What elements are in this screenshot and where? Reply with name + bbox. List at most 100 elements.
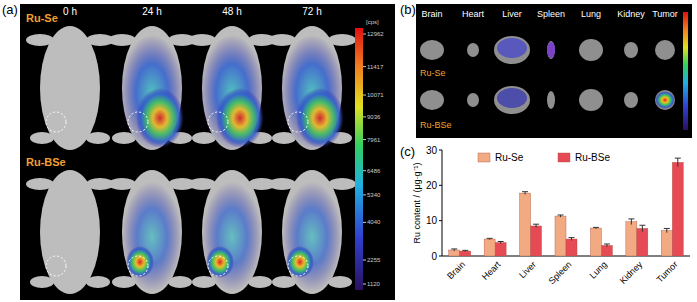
organ xyxy=(579,89,603,111)
panel-label: (c) xyxy=(400,144,415,159)
error-bar xyxy=(675,158,681,166)
colorbar-tick xyxy=(363,284,366,285)
colorbar xyxy=(683,12,688,130)
error-bar xyxy=(487,238,493,239)
organ xyxy=(420,90,444,110)
organ xyxy=(547,91,555,109)
mouse xyxy=(26,26,114,150)
legend-swatch xyxy=(558,153,570,162)
error-cap xyxy=(462,250,468,251)
bars xyxy=(449,158,684,256)
error-bar xyxy=(628,219,634,225)
error-bar xyxy=(498,242,504,244)
bar xyxy=(672,162,683,256)
bar xyxy=(460,251,471,256)
bar xyxy=(531,226,542,256)
mouse-limb xyxy=(268,178,296,190)
mouse-limb xyxy=(86,276,110,288)
organ-signal xyxy=(547,42,555,58)
mouse-limb xyxy=(30,132,54,144)
bar xyxy=(484,239,495,256)
colorbar-tick-label: 9036 xyxy=(367,114,381,120)
fluorescence xyxy=(286,246,314,278)
organ xyxy=(494,86,530,114)
error-cap xyxy=(675,158,681,159)
organ-label: Heart xyxy=(462,9,485,19)
mouse-limb xyxy=(86,132,110,144)
mouse xyxy=(188,26,276,151)
y-tick-label: 10 xyxy=(426,215,438,226)
colorbar-tick-label: 6486 xyxy=(367,168,381,174)
error-cap xyxy=(569,237,575,238)
error-cap xyxy=(451,248,457,249)
mouse-limb xyxy=(328,178,356,190)
y-axis-label: Ru content / (μg·g⁻¹) xyxy=(412,162,422,243)
y-tick-label: 20 xyxy=(426,180,438,191)
error-bar xyxy=(462,250,468,251)
fluorescence xyxy=(206,246,234,278)
error-cap xyxy=(604,243,610,244)
organ-label: Spleen xyxy=(537,9,565,19)
image-background xyxy=(20,4,395,300)
mouse-limb xyxy=(328,34,356,46)
organ xyxy=(494,36,530,64)
mouse-body xyxy=(40,26,100,150)
fluorescence xyxy=(126,246,154,278)
organ-signal xyxy=(497,88,527,108)
organ-label: Kidney xyxy=(617,9,645,19)
colorbar-tick-label: 1120 xyxy=(367,281,381,287)
error-bar xyxy=(604,244,610,247)
y-axis xyxy=(442,150,443,256)
organ-label: Tumor xyxy=(652,9,678,19)
colorbar-tick xyxy=(363,170,366,171)
y-tick-label: 0 xyxy=(431,251,437,262)
colorbar-tick-label: 11417 xyxy=(367,64,384,70)
bar xyxy=(520,193,531,256)
mouse xyxy=(268,26,356,151)
panel-label: (b) xyxy=(400,2,416,17)
time-label: 72 h xyxy=(302,6,321,17)
error-bar xyxy=(639,225,645,231)
fluorescence xyxy=(136,88,184,148)
mouse xyxy=(26,170,114,294)
mouse-body xyxy=(202,170,262,294)
organ-label: Brain xyxy=(421,9,442,19)
mouse xyxy=(108,26,196,151)
error-cap xyxy=(593,227,599,228)
mouse xyxy=(108,170,196,294)
mouse-limb xyxy=(30,276,54,288)
time-label: 24 h xyxy=(142,6,161,17)
colorbar-tick-label: 5340 xyxy=(367,192,381,198)
mouse-limb xyxy=(188,178,216,190)
x-tick-label: Brain xyxy=(445,259,467,281)
tumor-marker xyxy=(208,256,228,276)
mouse-limb xyxy=(108,178,136,190)
organ-signal xyxy=(655,91,675,109)
x-tick-label: Kidney xyxy=(618,259,645,286)
legend-label: Ru-Se xyxy=(495,152,524,163)
y-tick xyxy=(439,220,442,221)
bar xyxy=(601,245,612,256)
mouse xyxy=(268,170,356,294)
mouse-limb xyxy=(188,34,216,46)
x-tick-label: Lung xyxy=(588,259,609,280)
colorbar xyxy=(355,28,363,290)
organ xyxy=(420,40,444,60)
organ xyxy=(547,41,555,59)
bar xyxy=(555,216,566,256)
tumor-marker xyxy=(288,256,308,276)
legend-swatch xyxy=(478,153,490,162)
mouse-limb xyxy=(26,178,54,190)
tumor-marker xyxy=(288,112,308,132)
time-label: 0 h xyxy=(63,6,77,17)
error-cap xyxy=(639,225,645,226)
row-label: Ru-BSe xyxy=(26,156,66,168)
colorbar-tick-label: 7961 xyxy=(367,137,381,143)
colorbar-tick xyxy=(363,34,366,35)
fluorescence xyxy=(202,182,262,292)
organ xyxy=(624,92,638,108)
error-line xyxy=(666,228,667,232)
error-cap xyxy=(533,224,539,225)
row-label: Ru-Se xyxy=(420,68,446,78)
error-cap xyxy=(628,218,634,219)
